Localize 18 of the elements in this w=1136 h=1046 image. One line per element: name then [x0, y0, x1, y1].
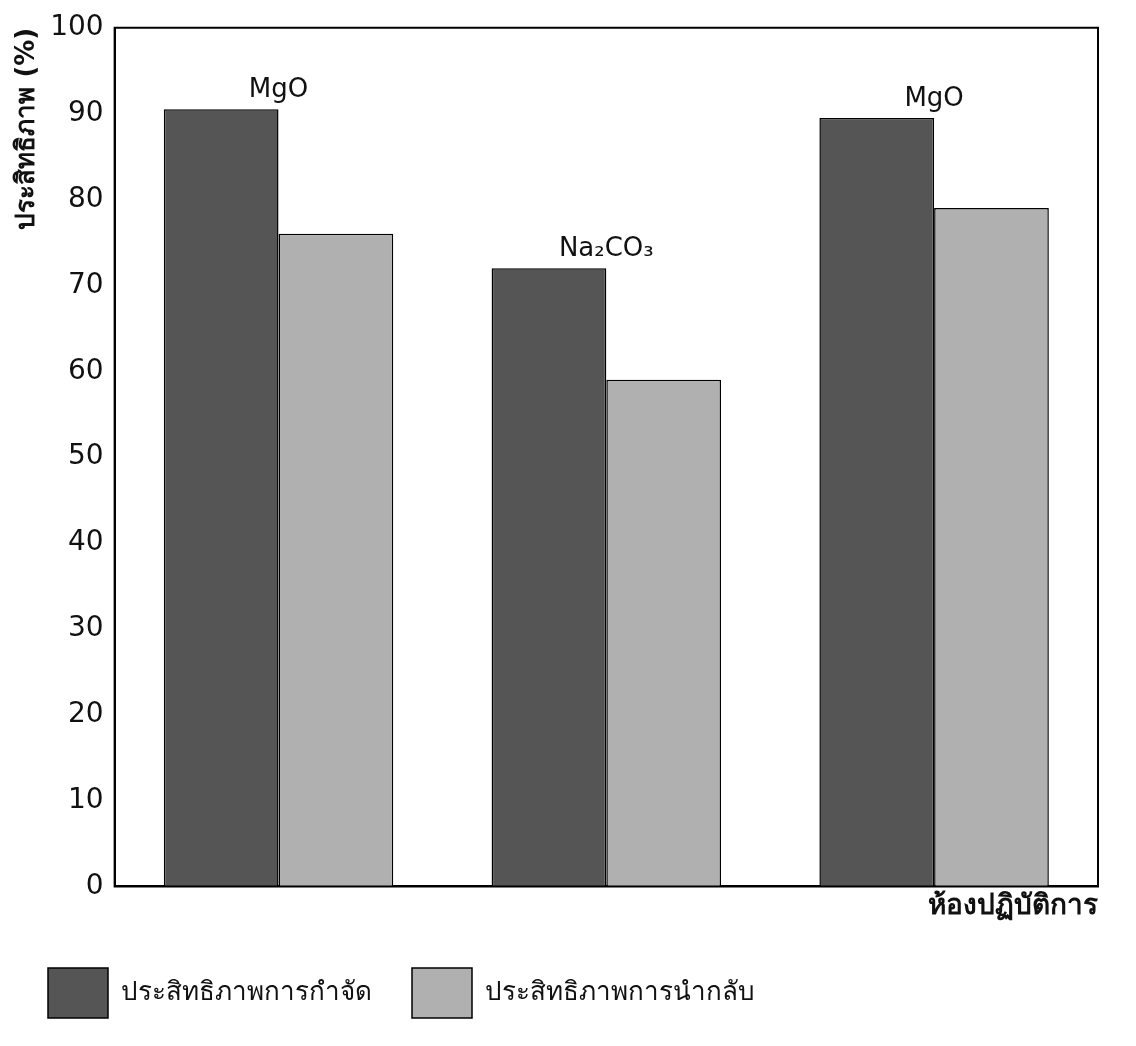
- y-tick-label: 50: [68, 438, 104, 472]
- y-tick-label: 60: [68, 352, 104, 386]
- legend-label: ประสิทธิภาพการนำกลับ: [485, 975, 755, 1006]
- y-tick-label: 80: [68, 180, 104, 214]
- y-tick-label: 40: [68, 524, 104, 558]
- y-tick-label: 30: [68, 610, 104, 644]
- y-axis-title: ประสิทธิภาพ (%): [10, 27, 41, 230]
- y-tick-label: 70: [68, 266, 104, 300]
- y-tick-label: 10: [68, 781, 104, 815]
- x-tick-label: Na₂CO₃: [558, 231, 654, 262]
- x-tick-label: MgO: [248, 73, 309, 104]
- y-tick-label: 100: [50, 9, 104, 43]
- y-tick-label: 90: [68, 94, 104, 128]
- y-tick-label: 20: [68, 695, 104, 729]
- legend-label: ประสิทธิภาพการกำจัด: [121, 975, 372, 1006]
- y-tick-label: 0: [85, 867, 104, 901]
- x-tick-label: MgO: [904, 81, 964, 112]
- x-axis-title: ห้องปฏิบัติการ: [928, 888, 1098, 922]
